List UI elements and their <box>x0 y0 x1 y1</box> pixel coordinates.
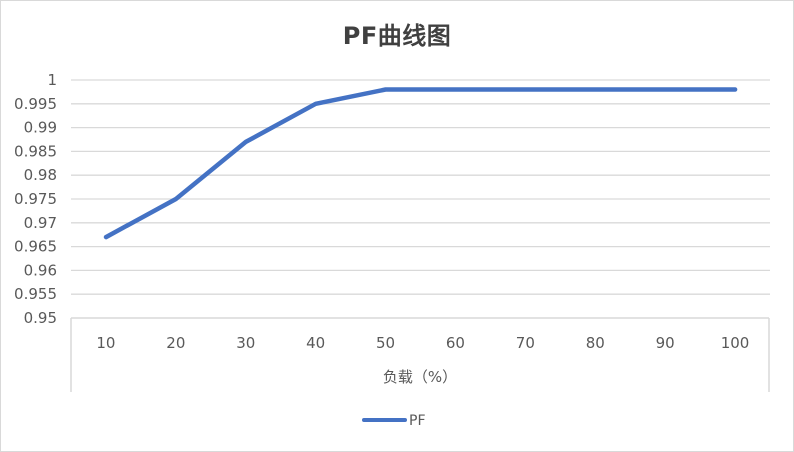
y-tick-label: 0.955 <box>14 285 57 303</box>
gridlines <box>71 79 770 295</box>
series-line <box>103 87 738 240</box>
y-tick-label: 0.975 <box>14 190 57 208</box>
x-tick-label: 30 <box>236 334 255 352</box>
y-tick-label: 0.99 <box>24 119 57 137</box>
x-axis-label: 负载（%） <box>383 368 457 386</box>
x-tick-label: 20 <box>166 334 185 352</box>
y-tick-label: 0.985 <box>14 142 57 160</box>
x-tick-label: 100 <box>721 334 750 352</box>
series-pf-line <box>103 87 738 240</box>
y-tick-label: 0.965 <box>14 238 57 256</box>
x-tick-label: 60 <box>446 334 465 352</box>
y-axis-ticks: 0.95 0.955 0.96 0.965 0.97 0.975 0.98 0.985 0.99… <box>14 71 57 327</box>
x-tick-label: 90 <box>656 334 675 352</box>
y-tick-label: 0.97 <box>24 214 57 232</box>
x-tick-label: 40 <box>306 334 325 352</box>
y-tick-label: 0.96 <box>24 261 57 279</box>
legend-label: PF <box>409 413 426 429</box>
x-tick-label: 50 <box>376 334 395 352</box>
x-tick-label: 10 <box>96 334 115 352</box>
x-axis-table-box <box>70 317 770 392</box>
y-tick-label: 0.995 <box>14 95 57 113</box>
legend[interactable]: PF <box>362 413 426 429</box>
y-tick-label: 0.98 <box>24 166 57 184</box>
y-tick-label: 0.95 <box>24 309 57 327</box>
x-tick-label: 70 <box>516 334 535 352</box>
x-tick-label: 80 <box>586 334 605 352</box>
y-tick-label: 1 <box>47 71 57 89</box>
x-axis-ticks: 10 20 30 40 50 60 70 80 90 100 <box>96 334 749 352</box>
chart-title: PF曲线图 <box>342 22 452 50</box>
